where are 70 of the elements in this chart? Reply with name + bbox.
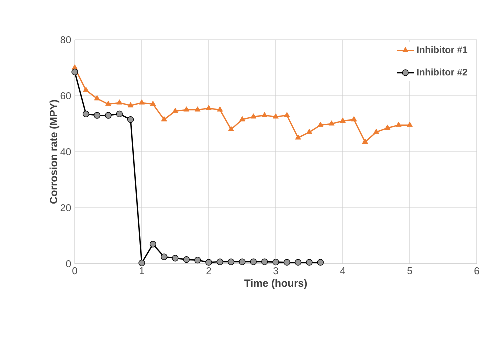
point (72, 64, 78, 70)
point (306, 129, 312, 134)
point (183, 256, 190, 264)
point (194, 257, 202, 264)
x-tick-label: 6 (474, 268, 480, 275)
y-tick-label: 60 (60, 92, 72, 100)
point (128, 116, 134, 124)
point (317, 259, 324, 266)
point (105, 112, 112, 119)
point (206, 259, 212, 266)
point (272, 259, 280, 266)
point (295, 259, 302, 266)
point (116, 100, 123, 105)
x-tick-label: 1 (140, 268, 144, 274)
x-tick-label: 5 (408, 268, 412, 274)
point (194, 106, 201, 112)
x-tick-label: 4 (340, 268, 346, 274)
point (216, 258, 224, 266)
x-axis-title: Time (hours) (244, 279, 308, 290)
point (239, 258, 246, 266)
point (407, 122, 413, 128)
point (172, 255, 179, 262)
point (240, 116, 246, 122)
point (396, 122, 402, 128)
point (340, 118, 346, 124)
point (273, 114, 279, 119)
y-axis-title: Corrosion rate (MPY) (50, 100, 60, 204)
point (128, 102, 134, 108)
x-tick-label: 3 (274, 268, 278, 275)
point (150, 241, 156, 248)
point (374, 129, 380, 134)
legend-label: Inhibitor #1 (417, 46, 468, 54)
point (184, 106, 190, 112)
y-tick-label: 40 (60, 148, 72, 156)
point (284, 112, 290, 118)
point (318, 122, 324, 128)
point (138, 260, 146, 266)
point (328, 120, 335, 126)
point (161, 254, 168, 260)
point (94, 112, 101, 119)
point (72, 68, 78, 76)
point (362, 138, 368, 144)
point (217, 106, 224, 112)
point (228, 126, 234, 132)
point (262, 112, 268, 118)
y-tick-label: 20 (60, 204, 72, 212)
point (139, 100, 145, 105)
y-tick-label: 0 (66, 260, 72, 268)
point (172, 108, 178, 114)
point (384, 124, 391, 130)
point (228, 258, 235, 266)
point (284, 259, 290, 266)
point (295, 134, 302, 140)
y-tick-label: 80 (60, 36, 72, 44)
legend-label: Inhibitor #2 (417, 68, 468, 76)
point (82, 110, 90, 118)
point (250, 114, 257, 119)
point (250, 258, 257, 266)
point (150, 101, 156, 106)
x-tick-label: 2 (206, 268, 212, 274)
point (161, 116, 168, 122)
point (206, 105, 212, 110)
x-tick-label: 0 (72, 268, 78, 275)
point (83, 87, 90, 92)
point (262, 258, 268, 266)
point (94, 96, 100, 101)
point (116, 110, 123, 118)
point (351, 116, 358, 122)
point (306, 259, 313, 266)
point (106, 101, 112, 106)
